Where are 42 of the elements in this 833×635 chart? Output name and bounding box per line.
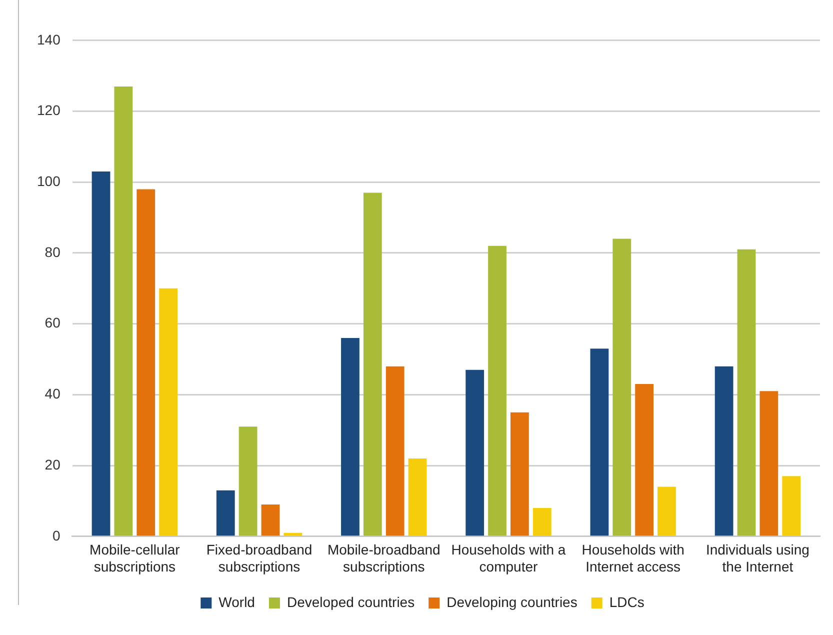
legend-label: LDCs	[609, 594, 644, 610]
bar	[114, 86, 133, 536]
x-tick-label: Households with Internet access	[582, 542, 684, 574]
bar	[760, 391, 778, 536]
x-tick-label: Fixed-broadband subscriptions	[206, 542, 312, 574]
x-tick-label: Individuals using the Internet	[706, 542, 810, 574]
x-tick-label: Mobile-cellular subscriptions	[90, 542, 180, 574]
bar	[510, 412, 529, 536]
bar	[488, 246, 506, 536]
y-tick-label: 80	[44, 244, 61, 260]
y-tick-label: 100	[37, 172, 61, 189]
bar	[159, 288, 178, 536]
x-tick-label: Mobile-broadband subscriptions	[327, 542, 440, 574]
bar	[92, 171, 110, 536]
legend-label: Developing countries	[446, 594, 578, 610]
y-tick-label: 120	[37, 102, 61, 118]
bar	[782, 476, 801, 536]
y-tick-label: 20	[44, 456, 61, 472]
y-tick-label: 0	[52, 527, 61, 544]
bar	[658, 486, 676, 536]
y-tick-label: 140	[37, 31, 61, 48]
bar	[136, 189, 156, 536]
bar	[238, 426, 258, 536]
bar	[612, 238, 632, 536]
bar	[408, 458, 427, 536]
legend-label: Developed countries	[286, 594, 415, 610]
bar	[386, 366, 404, 536]
x-tick-label: Households with a computer	[451, 542, 566, 574]
bar	[466, 370, 484, 536]
bar	[737, 249, 756, 536]
y-tick-label: 40	[44, 386, 61, 402]
bar	[714, 366, 734, 536]
bar	[532, 508, 552, 536]
bar	[635, 384, 654, 536]
legend-label: World	[218, 594, 255, 610]
bar	[363, 192, 382, 536]
y-tick-label: 60	[44, 314, 61, 331]
bar	[284, 532, 302, 536]
bar	[590, 348, 609, 536]
bar	[216, 490, 235, 536]
bar	[261, 504, 280, 536]
bar	[341, 338, 360, 536]
